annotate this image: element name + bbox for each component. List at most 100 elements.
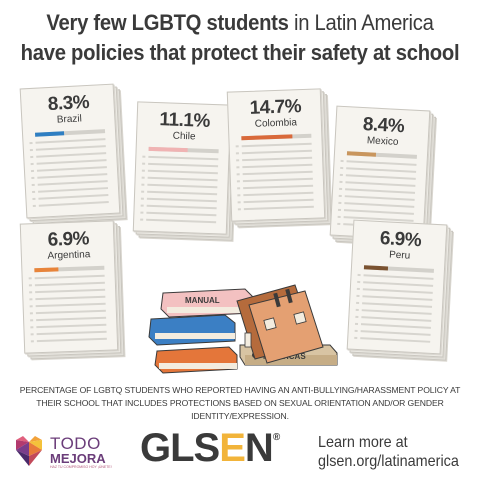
card-bar	[363, 265, 434, 273]
text-line	[38, 187, 109, 193]
text-line	[36, 323, 107, 329]
text-line	[36, 152, 107, 158]
text-line	[35, 145, 106, 151]
glsen-logo[interactable]: GLSEN®	[140, 426, 280, 471]
text-line	[36, 316, 107, 322]
text-line	[36, 330, 107, 336]
text-line	[242, 156, 313, 162]
card-bar-fill	[34, 131, 65, 137]
glsen-e: E	[219, 426, 246, 470]
mejora-text: MEJORA	[50, 451, 106, 466]
headline-line-2: have policies that protect their safety …	[20, 40, 460, 65]
text-line	[36, 166, 107, 172]
card-bar-fill	[241, 134, 293, 141]
text-line	[36, 159, 107, 165]
text-line	[147, 176, 218, 182]
books-illustration: POLÍTICAS MANUAL	[148, 284, 338, 374]
text-line	[38, 194, 109, 200]
heart-mosaic-icon	[16, 436, 42, 466]
text-line	[35, 288, 106, 294]
footnote-line-1: PERCENTAGE OF LGBTQ STUDENTS WHO REPORTE…	[19, 385, 461, 395]
blue-book	[148, 314, 236, 346]
card-text-lines	[34, 274, 107, 347]
text-line	[147, 169, 218, 175]
card-country: Chile	[172, 130, 196, 143]
text-line	[345, 174, 416, 180]
card-argentina: 6.9% Argentina	[19, 220, 125, 360]
sheet-front: 6.9% Argentina	[19, 220, 119, 354]
text-line	[363, 274, 434, 280]
text-line	[146, 204, 217, 210]
registered-mark: ®	[272, 432, 280, 443]
card-bar	[241, 133, 312, 141]
glsen-prefix: GLS	[140, 426, 220, 470]
text-line	[241, 142, 312, 148]
manual-label: MANUAL	[185, 296, 220, 305]
text-line	[36, 337, 107, 343]
card-text-lines	[35, 138, 109, 212]
text-line	[37, 180, 108, 186]
orange-book-bottom	[154, 346, 238, 374]
card-bar	[34, 129, 106, 137]
card-bar-fill	[34, 267, 59, 273]
text-line	[147, 183, 218, 189]
learn-more-url[interactable]: glsen.org/latinamerica	[318, 453, 459, 470]
todo-mejora-logo[interactable]: TODO MEJORA HAZ TU COMPROMISO HOY ¡ÚNETE…	[12, 432, 130, 470]
learn-more-line-1: Learn more at	[318, 434, 408, 451]
card-country: Argentina	[47, 249, 91, 262]
glsen-suffix: N	[244, 426, 274, 470]
card-text-lines	[146, 155, 219, 228]
sheet-front: 14.7% Colombia	[226, 88, 326, 222]
text-line	[243, 184, 314, 190]
sheet-front: 11.1% Chile	[132, 101, 232, 235]
headline-line-1: Very few LGBTQ students in Latin America	[19, 10, 461, 36]
card-text-lines	[241, 142, 314, 215]
text-line	[243, 198, 314, 204]
todo-tagline: HAZ TU COMPROMISO HOY ¡ÚNETE!	[50, 465, 112, 469]
footnote-line-2: THEIR SCHOOL THAT INCLUDES PROTECTIONS B…	[36, 398, 444, 421]
card-brazil: 8.3% Brazil	[19, 83, 127, 225]
card-country: Colombia	[254, 117, 298, 130]
text-line	[362, 302, 433, 308]
text-line	[363, 281, 434, 287]
text-line	[362, 295, 433, 301]
text-line	[242, 170, 313, 176]
text-line	[37, 173, 108, 179]
text-line	[242, 177, 313, 183]
text-line	[243, 205, 314, 211]
card-chile: 11.1% Chile	[132, 101, 238, 241]
text-line	[241, 149, 312, 155]
text-line	[344, 195, 415, 201]
text-line	[344, 202, 415, 208]
text-line	[35, 302, 106, 308]
text-line	[345, 181, 416, 187]
card-peru: 6.9% Peru	[346, 219, 454, 361]
text-line	[361, 309, 432, 315]
sheet-front: 8.3% Brazil	[19, 83, 121, 219]
text-line	[146, 211, 217, 217]
text-line	[362, 288, 433, 294]
footnote: PERCENTAGE OF LGBTQ STUDENTS WHO REPORTE…	[0, 384, 480, 423]
text-line	[346, 160, 417, 166]
sheet-front: 6.9% Peru	[346, 219, 448, 355]
card-text-lines	[360, 274, 434, 348]
learn-more[interactable]: Learn more at glsen.org/latinamerica	[318, 433, 459, 471]
binders-stack	[236, 284, 324, 364]
text-line	[346, 167, 417, 173]
text-line	[146, 218, 217, 224]
card-bar-fill	[363, 265, 389, 271]
text-line	[34, 274, 105, 280]
card-bar	[34, 265, 105, 273]
text-line	[361, 316, 432, 322]
card-colombia: 14.7% Colombia	[226, 88, 332, 228]
card-bar	[148, 146, 219, 154]
text-line	[35, 138, 106, 144]
card-bar-fill	[148, 146, 188, 153]
text-line	[146, 197, 217, 203]
text-line	[243, 191, 314, 197]
text-line	[360, 330, 431, 336]
text-line	[343, 209, 414, 215]
text-line	[35, 309, 106, 315]
text-line	[242, 163, 313, 169]
